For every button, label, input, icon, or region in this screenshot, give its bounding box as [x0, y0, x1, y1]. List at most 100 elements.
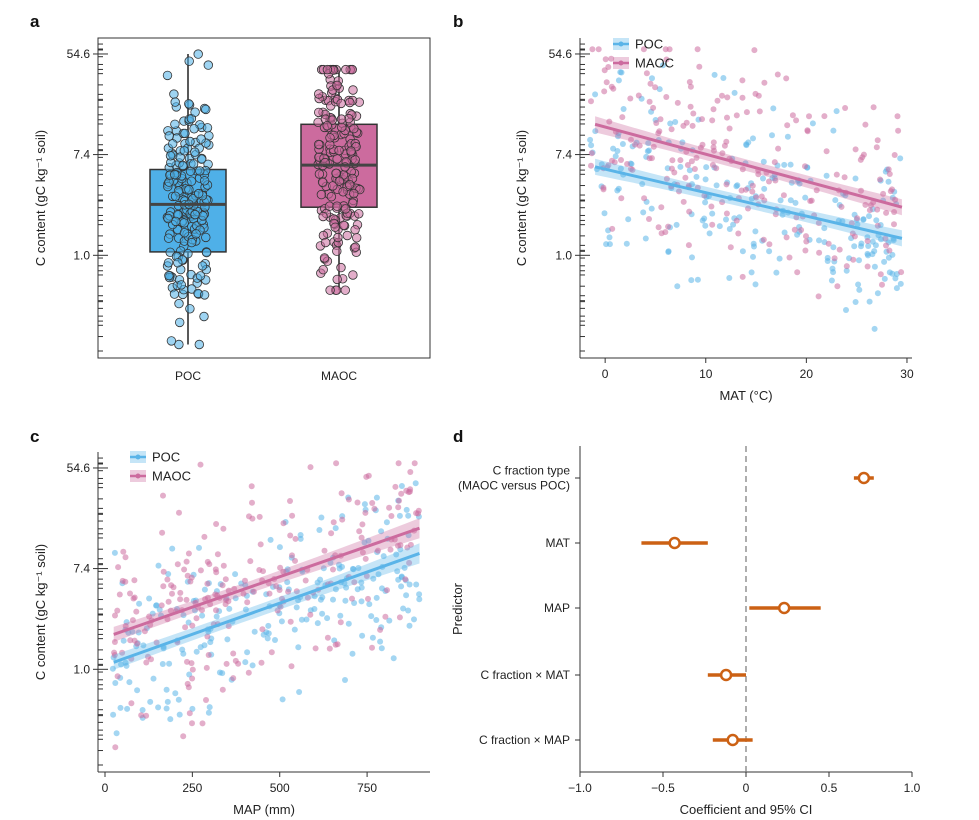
data-point-maoc: [371, 505, 378, 512]
legend-swatch-point: [618, 60, 624, 66]
data-point-maoc: [771, 159, 778, 166]
data-point-maoc: [396, 614, 403, 621]
data-point-maoc: [662, 229, 669, 236]
data-point-maoc: [256, 513, 263, 520]
data-point-maoc: [153, 639, 160, 646]
sample-point-poc: [196, 154, 207, 164]
data-point-maoc: [803, 233, 809, 240]
data-point-maoc: [119, 577, 126, 584]
data-point-maoc: [668, 126, 675, 133]
data-point-maoc: [862, 201, 869, 208]
data-point-maoc: [653, 120, 660, 126]
legend-label-poc: POC: [152, 450, 180, 465]
data-point-maoc: [802, 163, 808, 170]
panel-letter-a: a: [30, 12, 40, 31]
data-point-maoc: [724, 114, 730, 121]
data-point-maoc: [813, 187, 820, 194]
data-point-poc: [665, 248, 672, 255]
data-point-maoc: [874, 206, 881, 213]
data-point-poc: [688, 277, 695, 284]
data-point-maoc: [841, 174, 848, 181]
data-point-poc: [366, 601, 373, 608]
data-point-maoc: [257, 541, 264, 548]
data-point-poc: [343, 584, 350, 591]
data-point-poc: [117, 704, 124, 711]
data-point-poc: [109, 665, 116, 672]
data-point-maoc: [674, 99, 681, 106]
data-point-maoc: [413, 510, 420, 517]
data-point-maoc: [756, 108, 763, 115]
legend-swatch-point: [135, 454, 141, 460]
sample-point-poc: [174, 298, 184, 309]
data-point-maoc: [386, 504, 393, 511]
sample-point-poc: [164, 270, 174, 281]
y-tick-label: 7.4: [555, 148, 572, 162]
data-point-maoc: [183, 596, 190, 603]
coefficient-estimate: [777, 601, 791, 615]
data-point-maoc: [880, 190, 887, 197]
data-point-maoc: [402, 576, 409, 583]
data-point-poc: [378, 528, 385, 535]
data-point-poc: [403, 506, 410, 513]
data-point-maoc: [114, 607, 121, 614]
panel-letter-c: c: [30, 427, 39, 446]
data-point-maoc: [864, 263, 871, 270]
data-point-maoc: [711, 147, 717, 154]
data-point-poc: [361, 501, 368, 508]
data-point-poc: [832, 197, 839, 204]
data-point-maoc: [245, 669, 252, 676]
sample-point-poc: [185, 136, 195, 147]
data-point-poc: [242, 659, 249, 666]
data-point-maoc: [122, 554, 129, 561]
sample-point-maoc: [325, 133, 335, 143]
data-point-maoc: [185, 684, 192, 691]
data-point-maoc: [873, 144, 880, 151]
sample-point-maoc: [316, 189, 327, 200]
data-point-maoc: [603, 79, 610, 86]
data-point-poc: [855, 281, 862, 288]
x-tick-label: 0: [102, 781, 109, 795]
sample-point-poc: [184, 56, 194, 66]
data-point-maoc: [783, 234, 790, 241]
data-point-maoc: [624, 161, 631, 167]
sample-point-poc: [197, 261, 208, 271]
data-point-maoc: [864, 238, 871, 244]
data-point-maoc: [328, 530, 335, 537]
y-axis-title: Predictor: [450, 582, 465, 635]
data-point-poc: [405, 512, 412, 519]
data-point-poc: [833, 108, 840, 115]
data-point-maoc: [131, 637, 138, 644]
data-point-maoc: [665, 223, 672, 230]
data-point-maoc: [326, 645, 333, 652]
data-point-maoc: [689, 122, 696, 129]
sample-point-maoc: [348, 198, 358, 208]
data-point-poc: [147, 698, 154, 705]
data-point-poc: [375, 571, 382, 578]
data-point-maoc: [687, 103, 694, 110]
data-point-maoc: [699, 116, 705, 123]
data-point-poc: [897, 155, 904, 162]
sample-point-maoc: [314, 89, 324, 99]
fit-line-poc: [594, 165, 903, 240]
data-point-poc: [739, 248, 746, 255]
data-point-poc: [873, 217, 880, 224]
data-point-maoc: [602, 56, 609, 63]
data-point-poc: [319, 594, 326, 601]
data-point-poc: [373, 594, 380, 601]
sample-point-maoc: [318, 211, 328, 222]
data-point-maoc: [816, 249, 823, 256]
data-point-poc: [702, 222, 709, 229]
data-point-maoc: [709, 117, 716, 124]
data-point-poc: [120, 637, 127, 644]
data-point-maoc: [640, 46, 647, 53]
data-point-maoc: [710, 139, 717, 146]
data-point-poc: [781, 229, 788, 236]
data-point-poc: [648, 205, 655, 212]
data-point-maoc: [131, 577, 138, 584]
sample-point-maoc: [341, 64, 351, 75]
data-point-maoc: [268, 649, 275, 656]
data-point-poc: [213, 613, 220, 620]
data-point-poc: [587, 136, 594, 143]
data-point-maoc: [650, 143, 657, 150]
legend-swatch-point: [135, 473, 141, 479]
